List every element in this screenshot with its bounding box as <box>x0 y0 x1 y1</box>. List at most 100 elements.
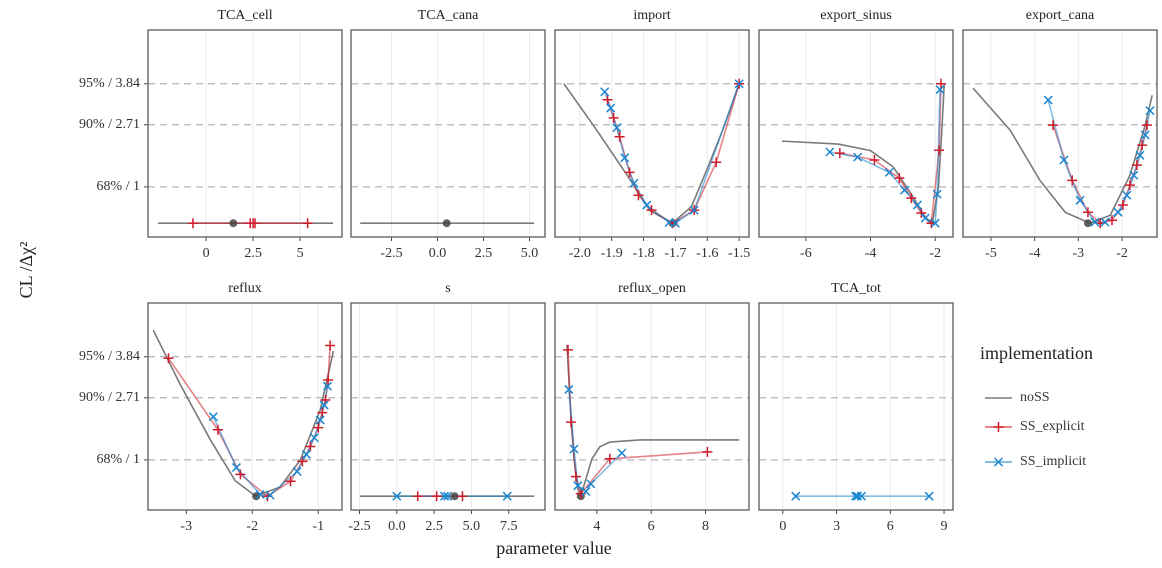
series-marker <box>629 178 639 188</box>
panel-background <box>555 303 749 510</box>
x-tick-label: 0 <box>203 246 210 261</box>
series-marker <box>612 123 622 133</box>
series-marker <box>614 131 625 142</box>
series-marker <box>1117 200 1128 211</box>
x-axis-label: parameter value <box>496 538 611 558</box>
series-marker <box>899 185 910 195</box>
series-marker <box>563 344 574 355</box>
series-marker <box>620 153 630 163</box>
series-marker <box>315 415 325 425</box>
series-marker <box>702 446 713 457</box>
best-fit-point <box>442 219 451 228</box>
x-tick-label: -2 <box>1116 246 1128 261</box>
series-marker <box>265 490 275 500</box>
series-marker <box>317 407 328 418</box>
strip-title: export_cana <box>1026 8 1095 23</box>
strip-title: TCA_cana <box>418 8 479 23</box>
series-marker <box>443 491 453 501</box>
series-marker <box>325 340 336 351</box>
series-marker <box>255 489 265 499</box>
series-marker <box>302 218 313 229</box>
panel-border <box>350 29 546 238</box>
series-marker <box>853 152 863 162</box>
series-marker <box>502 491 512 501</box>
x-tick-label: -2 <box>246 519 258 534</box>
best-fit-point <box>450 492 459 501</box>
x-tick-label: 3 <box>833 519 840 534</box>
y-axis-label: CL /Δχ² <box>16 242 36 299</box>
series-marker <box>734 79 744 89</box>
series-marker <box>1048 120 1059 131</box>
strip-title: export_sinus <box>820 8 892 23</box>
x-tick-label: -3 <box>180 519 192 534</box>
y-tick-label: 68% / 1 <box>96 179 140 194</box>
series-marker <box>924 491 934 501</box>
panel-border <box>554 302 750 511</box>
series-marker <box>1075 195 1085 205</box>
series-marker <box>301 449 311 459</box>
series-marker <box>920 213 930 223</box>
panel-plot <box>563 78 745 229</box>
strip-title: import <box>633 8 670 23</box>
x-tick-label: -1.8 <box>632 246 654 261</box>
x-tick-label: 5.0 <box>463 519 481 534</box>
strip-title: TCA_cell <box>217 8 272 23</box>
series-marker <box>581 486 591 497</box>
panel-plot <box>563 344 740 501</box>
series-marker <box>292 466 302 477</box>
panel-border <box>758 302 954 511</box>
legend-label: SS_explicit <box>1020 419 1085 434</box>
x-tick-label: -1 <box>312 519 324 534</box>
x-tick-label: -2.5 <box>348 519 370 534</box>
x-tick-label: 5 <box>297 246 304 261</box>
series-marker <box>412 491 423 502</box>
series-marker <box>163 353 174 364</box>
series-marker <box>1135 150 1145 160</box>
series-marker <box>212 424 223 435</box>
best-fit-point <box>1083 219 1092 228</box>
series-line <box>568 389 623 493</box>
series-marker <box>313 422 324 433</box>
x-tick-label: -2.0 <box>569 246 591 261</box>
x-tick-label: 7.5 <box>500 519 518 534</box>
series-marker <box>916 208 927 219</box>
series-marker <box>309 433 319 443</box>
series-marker <box>392 491 402 501</box>
series-marker <box>935 85 945 95</box>
panel-border <box>147 29 343 238</box>
panel-background <box>759 30 953 237</box>
x-tick-label: -2 <box>929 246 941 261</box>
strip-title: s <box>445 281 450 296</box>
panel-background <box>759 303 953 510</box>
series-marker <box>231 462 241 473</box>
panel-plot <box>359 491 535 502</box>
series-marker <box>856 491 866 501</box>
series-marker <box>932 189 942 199</box>
x-tick-label: -1.7 <box>664 246 686 261</box>
series-marker <box>570 471 581 482</box>
series-marker <box>930 218 940 228</box>
x-tick-label: 2.5 <box>244 246 262 261</box>
series-marker <box>1100 217 1110 227</box>
series-marker <box>564 384 574 394</box>
x-tick-label: -6 <box>800 246 812 261</box>
panel-plot <box>791 491 934 501</box>
series-marker <box>894 173 905 184</box>
series-marker <box>617 448 627 458</box>
x-tick-label: 8 <box>702 519 709 534</box>
x-tick-label: 4 <box>593 519 600 534</box>
panel-background <box>351 30 545 237</box>
strip-title: reflux <box>228 281 261 296</box>
series-marker <box>825 147 835 157</box>
panel-background <box>148 303 342 510</box>
series-marker <box>322 381 333 391</box>
x-tick-label: 2.5 <box>475 246 493 261</box>
x-tick-label: -5 <box>985 246 997 261</box>
series-marker <box>1140 130 1150 140</box>
legend-label: SS_implicit <box>1020 454 1086 469</box>
panel-border <box>554 29 750 238</box>
x-tick-label: -4 <box>865 246 877 261</box>
best-fit-point <box>252 492 261 501</box>
